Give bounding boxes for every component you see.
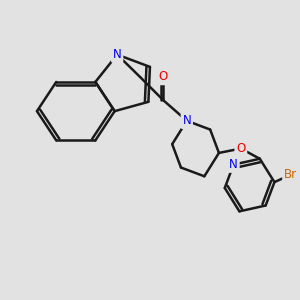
Text: N: N	[229, 158, 238, 171]
Text: O: O	[159, 70, 168, 83]
Text: N: N	[182, 114, 191, 127]
Text: O: O	[236, 142, 245, 155]
Text: Br: Br	[284, 168, 297, 181]
Text: N: N	[113, 48, 122, 61]
